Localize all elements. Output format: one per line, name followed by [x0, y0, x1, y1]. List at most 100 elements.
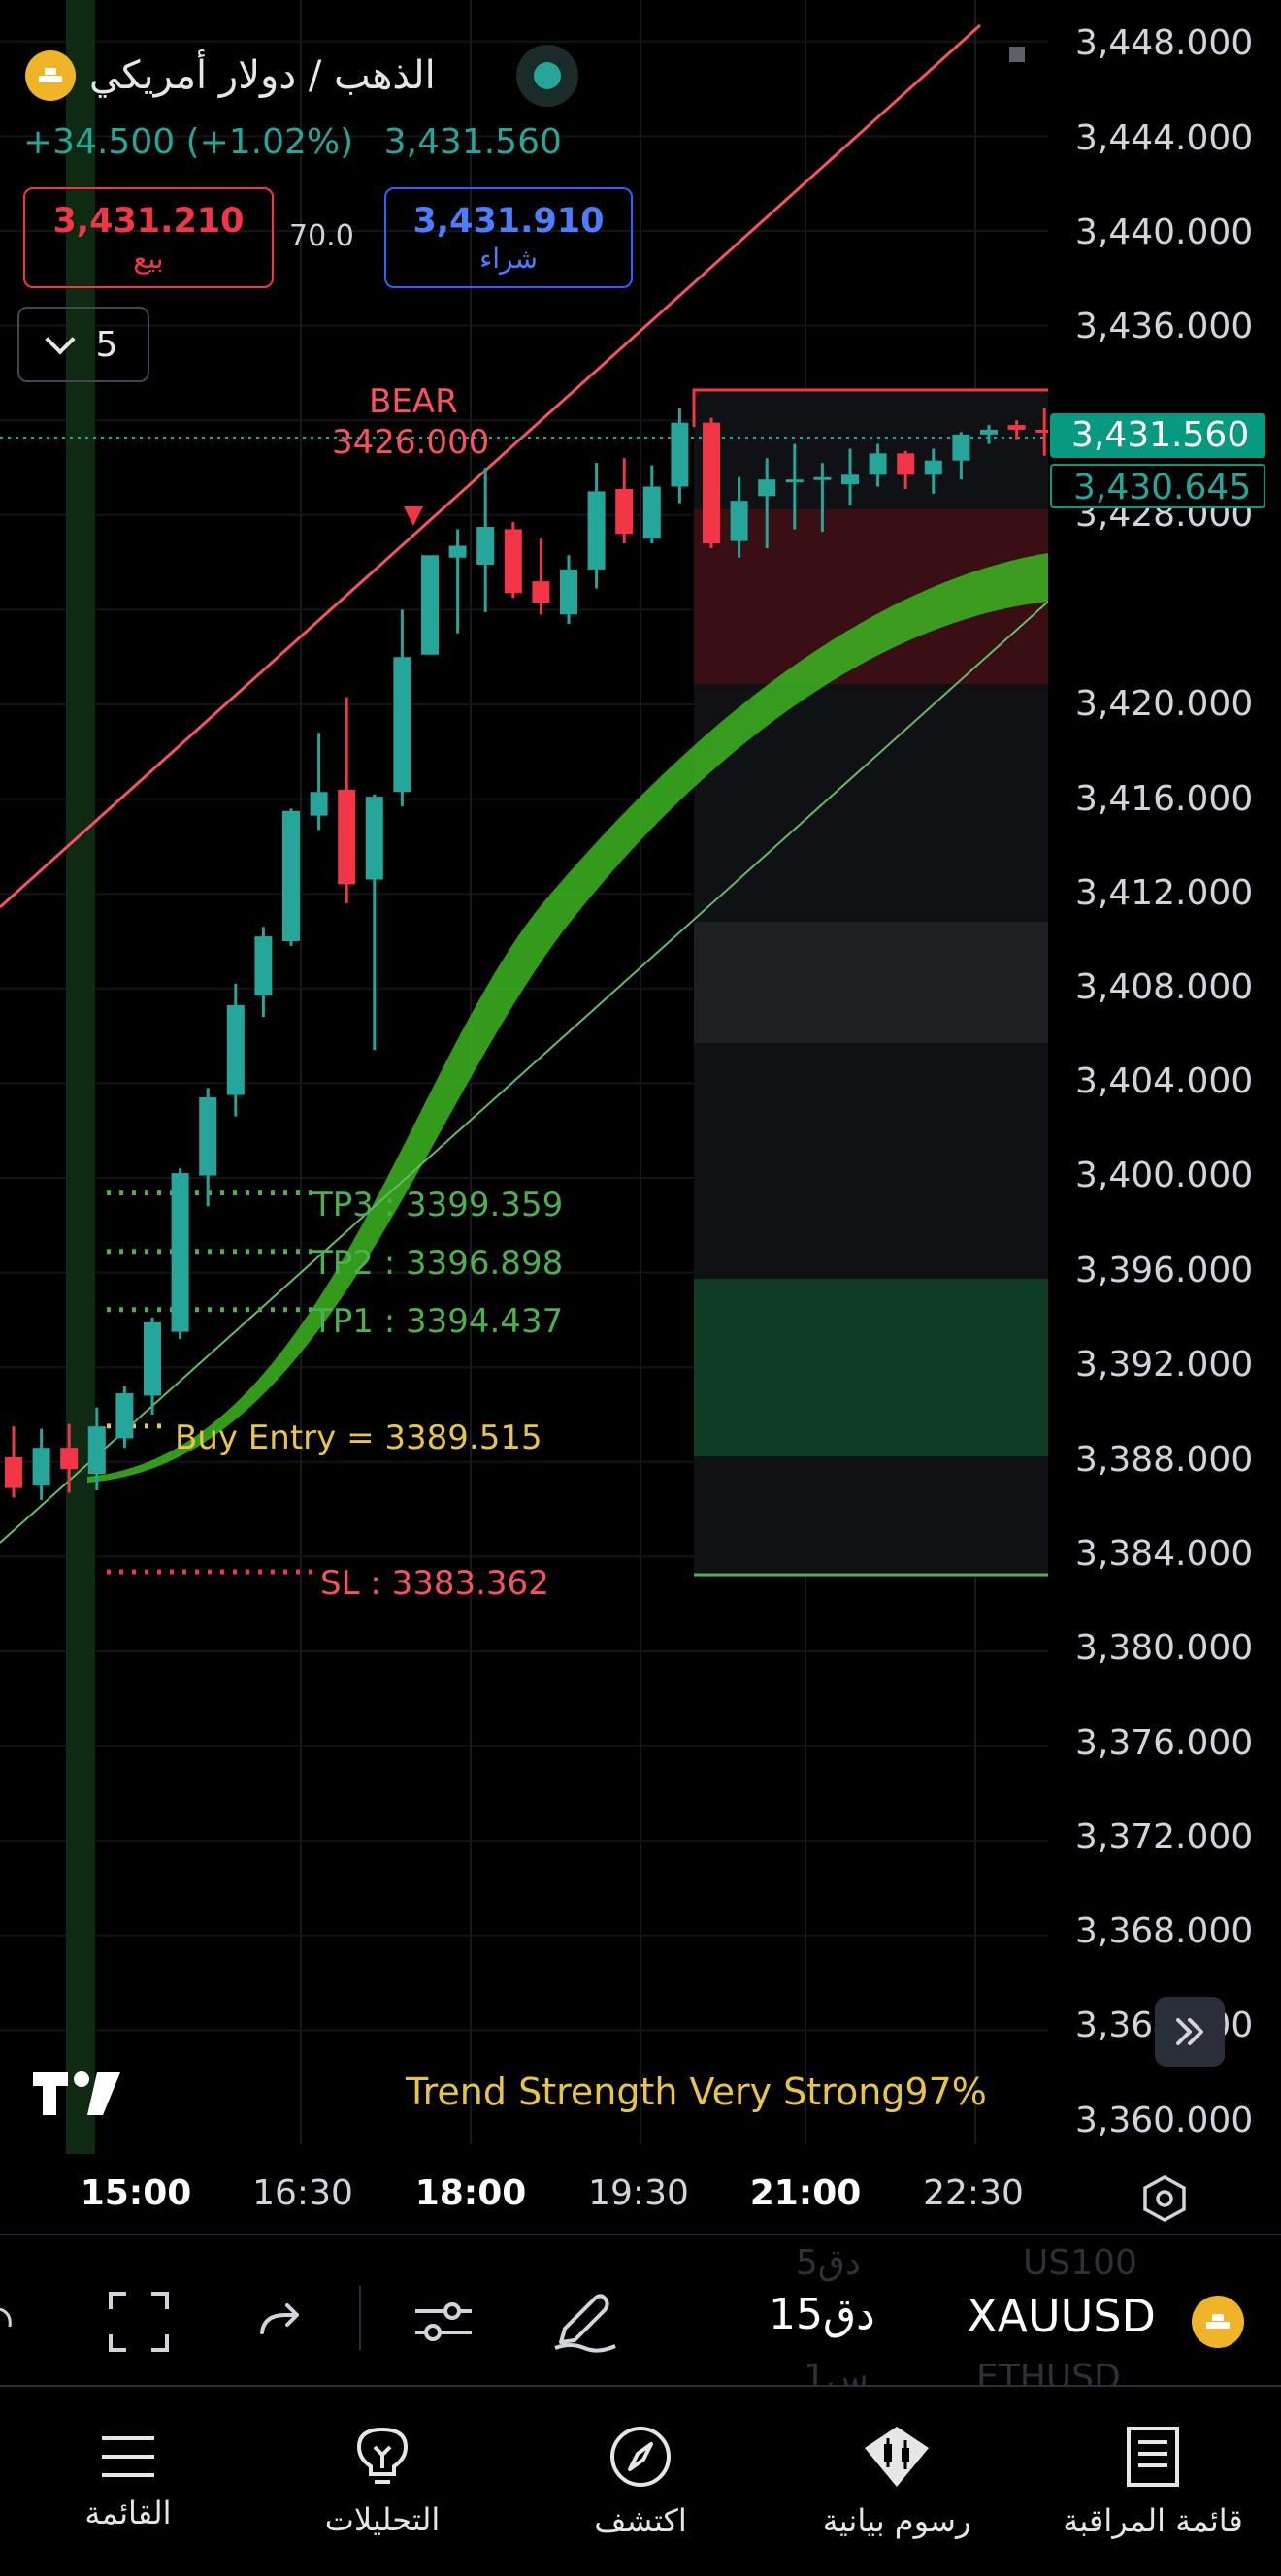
candle-body	[1007, 425, 1026, 430]
candle-body	[869, 453, 887, 475]
timeframe-selector[interactable]: 15دق	[769, 2290, 875, 2339]
indicators-settings-icon[interactable]	[411, 2290, 476, 2354]
price-axis-label: 3,396.000	[1075, 1251, 1254, 1290]
price-axis-label: 3,388.000	[1075, 1440, 1254, 1480]
price-axis-label: 3,440.000	[1075, 212, 1254, 252]
scroll-to-realtime-button[interactable]	[1155, 1997, 1225, 2067]
candle-body	[504, 529, 522, 594]
time-axis-label: 15:00	[80, 2173, 192, 2213]
candle-body	[1035, 429, 1048, 433]
price-axis-label: 3,448.000	[1075, 23, 1254, 63]
bottom-navigation: القائمة التحليلات اكتشف رسوم بيانية قائم…	[0, 2385, 1281, 2576]
nav-item-charts[interactable]: رسوم بيانية	[800, 2387, 994, 2576]
price-axis-label: 3,376.000	[1075, 1723, 1254, 1763]
tp-zone	[694, 1279, 1048, 1456]
candle-body	[560, 569, 577, 615]
nav-item-ideas[interactable]: التحليلات	[285, 2387, 479, 2576]
time-axis-label: 22:30	[923, 2173, 1024, 2213]
price-chart[interactable]	[0, 0, 1048, 2154]
menu-icon	[102, 2435, 154, 2477]
sell-label: بيع	[133, 242, 164, 275]
fullscreen-icon[interactable]	[107, 2290, 171, 2354]
candle-body	[758, 479, 776, 497]
price-axis[interactable]: 3,448.000 3,444.000 3,440.000 3,436.000 3,42…	[1048, 0, 1281, 2173]
price-axis-label: 3,412.000	[1075, 873, 1254, 913]
candle-body	[897, 453, 915, 475]
double-chevron-right-icon	[1176, 2018, 1203, 2045]
chart-corner-marker	[1009, 47, 1025, 62]
price-axis-label: 3,408.000	[1075, 967, 1254, 1007]
candle-body	[254, 936, 273, 996]
nav-item-watchlist[interactable]: قائمة المراقبة	[1056, 2387, 1250, 2576]
nav-label-explore: اكتشف	[594, 2501, 687, 2539]
spread-value: 70.0	[289, 219, 354, 253]
candle-body	[310, 792, 328, 816]
support-trendline	[0, 601, 1048, 1544]
nav-item-explore[interactable]: اكتشف	[543, 2387, 738, 2576]
candle-body	[642, 486, 661, 539]
symbol-selector[interactable]: XAUUSD	[967, 2290, 1156, 2342]
candle-body	[5, 1456, 22, 1488]
bear-trendline	[0, 23, 982, 909]
price-axis-label: 3,420.000	[1075, 684, 1254, 724]
candle-body	[338, 789, 356, 885]
trend-strength-label: Trend Strength Very Strong97%	[406, 2071, 987, 2113]
candle-body	[476, 527, 495, 566]
time-axis-label: 21:00	[749, 2173, 862, 2213]
candle-body	[587, 491, 606, 570]
redo-icon[interactable]	[256, 2299, 305, 2342]
chart-toolbar: 5دق US100 1س ETHUSD 15دق XAUUSD	[0, 2234, 1281, 2397]
last-price: 3,431.560	[383, 122, 562, 162]
box-border	[692, 388, 1048, 427]
candle-body	[924, 460, 942, 475]
partial-tool-icon[interactable]	[0, 2296, 16, 2334]
price-axis-label: 3,436.000	[1075, 307, 1254, 346]
time-axis-label: 16:30	[252, 2173, 353, 2213]
candle-body	[421, 555, 439, 655]
candle-body	[282, 810, 300, 941]
compass-icon	[610, 2426, 671, 2487]
candle-body	[448, 545, 467, 558]
session-highlight	[66, 0, 95, 2154]
chart-settings-icon[interactable]	[1139, 2173, 1190, 2224]
candle-body	[60, 1448, 79, 1470]
nav-label-watchlist: قائمة المراقبة	[1063, 2501, 1243, 2539]
watchlist-icon	[1127, 2426, 1179, 2487]
candle-body	[171, 1173, 189, 1332]
price-axis-label: 3,360.000	[1075, 2101, 1254, 2140]
price-change: +34.500 (+1.02%)	[23, 122, 354, 162]
buy-button[interactable]: 3,431.910 شراء	[384, 187, 633, 288]
indicators-collapse-toggle[interactable]: 5	[17, 307, 149, 382]
sell-button[interactable]: 3,431.210 بيع	[23, 187, 274, 288]
nav-item-menu[interactable]: القائمة	[31, 2387, 225, 2576]
candle-body	[532, 581, 550, 603]
price-axis-label: 3,380.000	[1075, 1628, 1254, 1668]
candle-body	[730, 501, 748, 541]
neutral-zone	[694, 922, 1048, 1043]
current-price-tag: 3,431.560	[1050, 413, 1265, 458]
nav-label-menu: القائمة	[84, 2494, 172, 2531]
tp2-label: TP2 : 3396.898	[312, 1244, 564, 1283]
chevron-down-icon	[44, 324, 76, 355]
candle-body	[952, 434, 970, 461]
gold-bars-icon	[1192, 2296, 1244, 2348]
ghost-timeframe-above: 5دق	[796, 2243, 861, 2283]
price-axis-label: 3,400.000	[1075, 1156, 1254, 1195]
price-change-line: +34.500 (+1.02%) 3,431.560	[23, 122, 581, 162]
buy-price: 3,431.910	[412, 201, 605, 241]
candle-body	[226, 1004, 245, 1095]
sell-price: 3,431.210	[52, 201, 245, 241]
buy-label: شراء	[479, 242, 538, 275]
candle-body	[199, 1097, 217, 1176]
candle-body	[365, 797, 383, 880]
bear-label: BEAR	[369, 382, 458, 421]
price-axis-label: 3,444.000	[1075, 118, 1254, 158]
candle-body	[144, 1321, 161, 1396]
chart-candles-icon	[865, 2426, 929, 2487]
candle-body	[813, 476, 832, 480]
symbol-header[interactable]: الذهب / دولار أمريكي	[25, 47, 549, 105]
market-open-status-icon[interactable]	[516, 45, 578, 107]
candle-body	[32, 1448, 50, 1486]
drawing-tools-icon[interactable]	[551, 2286, 619, 2354]
indicator-price-tag: 3,430.645	[1050, 464, 1265, 508]
